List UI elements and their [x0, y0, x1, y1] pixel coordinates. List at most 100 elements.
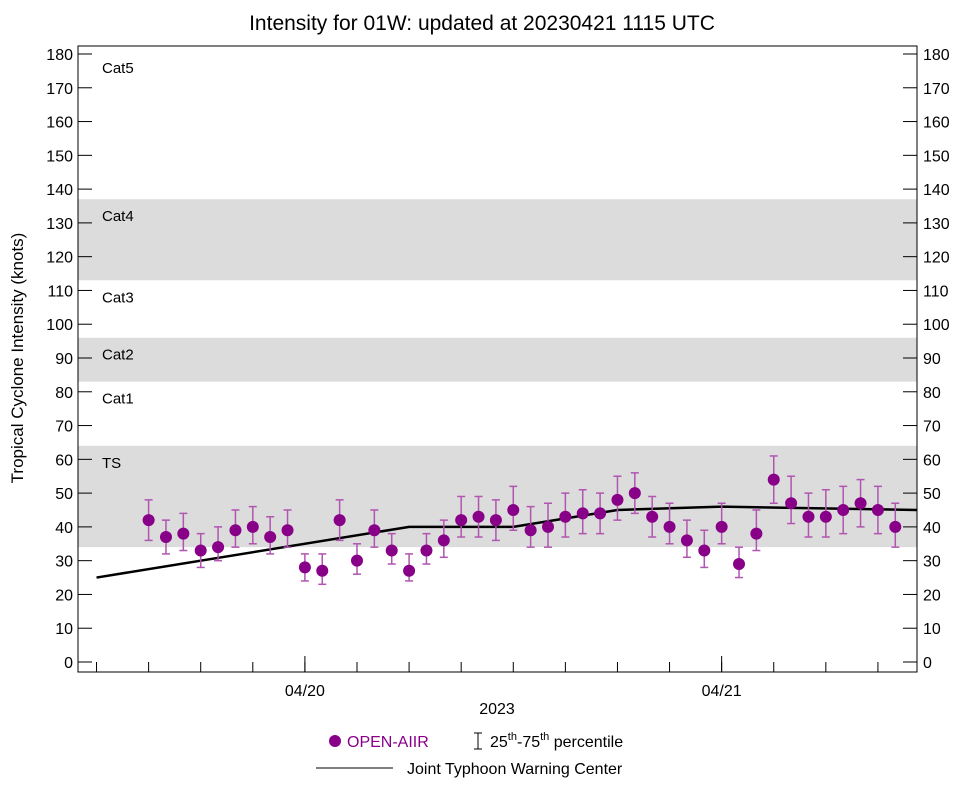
- open-aiir-point: [819, 510, 832, 523]
- open-aiir-point: [715, 520, 728, 533]
- open-aiir-point: [350, 554, 363, 567]
- open-aiir-point: [837, 504, 850, 516]
- y-tick-label-right: 50: [923, 486, 941, 503]
- y-tick-label-right: 0: [923, 655, 932, 672]
- y-tick-label-left: 0: [64, 655, 73, 672]
- open-aiir-point: [298, 561, 311, 574]
- y-tick-label-right: 110: [923, 283, 949, 300]
- y-tick-label-right: 30: [923, 554, 941, 571]
- open-aiir-point: [785, 497, 798, 510]
- y-tick-label-right: 20: [923, 587, 941, 604]
- band-label-cat5: Cat5: [102, 60, 134, 77]
- y-tick-label-right: 160: [923, 115, 950, 132]
- x-tick-label: 04/20: [285, 683, 325, 700]
- open-aiir-point: [871, 504, 884, 516]
- open-aiir-point: [750, 527, 763, 540]
- y-tick-label-left: 20: [55, 587, 73, 604]
- open-aiir-point: [507, 504, 520, 516]
- band-cat2: [78, 337, 917, 382]
- open-aiir-point: [455, 514, 468, 527]
- open-aiir-point: [698, 544, 711, 557]
- open-aiir-point: [403, 564, 416, 577]
- legend-percentile-75: -75: [517, 734, 540, 751]
- y-tick-label-left: 10: [55, 621, 73, 638]
- y-tick-label-left: 160: [46, 115, 73, 132]
- open-aiir-point: [316, 564, 329, 577]
- y-tick-label-left: 120: [46, 250, 73, 267]
- y-tick-label-left: 140: [46, 182, 73, 199]
- legend-percentile-label: 25th-75th percentile: [490, 731, 623, 751]
- open-aiir-point: [733, 558, 746, 571]
- open-aiir-point: [559, 510, 572, 523]
- open-aiir-point: [576, 507, 589, 520]
- open-aiir-point: [229, 524, 242, 537]
- open-aiir-point: [646, 510, 659, 523]
- legend-sup1: th: [508, 731, 517, 743]
- plot-frame: [77, 45, 918, 673]
- legend-percentile-suffix: percentile: [549, 734, 623, 751]
- open-aiir-point: [663, 520, 676, 533]
- y-tick-label-right: 120: [923, 250, 950, 267]
- chart-title: Intensity for 01W: updated at 20230421 1…: [249, 12, 715, 35]
- open-aiir-point: [420, 544, 433, 557]
- y-tick-label-left: 30: [55, 554, 73, 571]
- open-aiir-point: [594, 507, 607, 520]
- y-tick-label-left: 130: [46, 216, 73, 233]
- y-tick-label-left: 70: [55, 419, 73, 436]
- legend-percentile-25: 25: [490, 734, 508, 751]
- axes: 0 0 10 10 20 20 30 30 40 40 50 50 60 60 70 70 80 80 90 90 10…: [46, 45, 950, 700]
- y-tick-label-right: 180: [923, 47, 950, 64]
- category-bands: TS Cat1 Cat2 Cat3 Cat4 Cat5: [78, 60, 917, 548]
- y-tick-label-left: 170: [46, 81, 73, 98]
- open-aiir-point: [489, 514, 502, 527]
- open-aiir-point: [524, 524, 537, 537]
- legend-open-aiir-marker: [329, 735, 341, 747]
- y-tick-label-right: 90: [923, 351, 941, 368]
- x-axis-label: 2023: [479, 701, 515, 718]
- open-aiir-point: [142, 514, 155, 527]
- open-aiir-point: [767, 473, 780, 486]
- y-tick-label-right: 60: [923, 452, 941, 469]
- band-label-cat2: Cat2: [102, 347, 134, 364]
- open-aiir-point: [333, 514, 346, 527]
- open-aiir-point: [281, 524, 294, 537]
- y-tick-label-right: 140: [923, 182, 950, 199]
- y-tick-label-right: 130: [923, 216, 950, 233]
- y-tick-label-left: 50: [55, 486, 73, 503]
- open-aiir-point: [177, 527, 190, 540]
- y-tick-label-right: 80: [923, 385, 941, 402]
- legend-sup2: th: [540, 731, 549, 743]
- open-aiir-point: [368, 524, 381, 537]
- legend-errorbar-icon: [474, 732, 482, 750]
- legend-open-aiir-label: OPEN-AIIR: [347, 734, 429, 751]
- y-tick-label-left: 110: [47, 283, 73, 300]
- y-tick-label-left: 40: [55, 520, 73, 537]
- open-aiir-point: [802, 510, 815, 523]
- open-aiir-point: [889, 520, 902, 533]
- open-aiir-point: [628, 487, 641, 500]
- legend-jtwc-label: Joint Typhoon Warning Center: [407, 761, 623, 778]
- open-aiir-point: [159, 531, 172, 544]
- y-tick-label-left: 150: [46, 148, 73, 165]
- band-cat4: [78, 199, 917, 281]
- legend: OPEN-AIIR 25th-75th percentile Joint Typ…: [316, 731, 623, 778]
- open-aiir-point: [680, 534, 693, 547]
- open-aiir-point: [194, 544, 207, 557]
- open-aiir-point: [212, 541, 225, 554]
- open-aiir-point: [542, 520, 555, 533]
- y-tick-label-left: 180: [46, 47, 73, 64]
- open-aiir-point: [264, 531, 277, 544]
- x-tick-label: 04/21: [702, 683, 742, 700]
- y-tick-label-right: 40: [923, 520, 941, 537]
- open-aiir-point: [611, 493, 624, 506]
- y-axis-label: Tropical Cyclone Intensity (knots): [8, 233, 27, 484]
- band-label-cat4: Cat4: [102, 208, 134, 225]
- open-aiir-point: [246, 520, 259, 533]
- open-aiir-point: [437, 534, 450, 547]
- open-aiir-point: [854, 497, 867, 510]
- y-tick-label-left: 90: [55, 351, 73, 368]
- open-aiir-point: [385, 544, 398, 557]
- y-tick-label-right: 10: [923, 621, 941, 638]
- open-aiir-point: [472, 510, 485, 523]
